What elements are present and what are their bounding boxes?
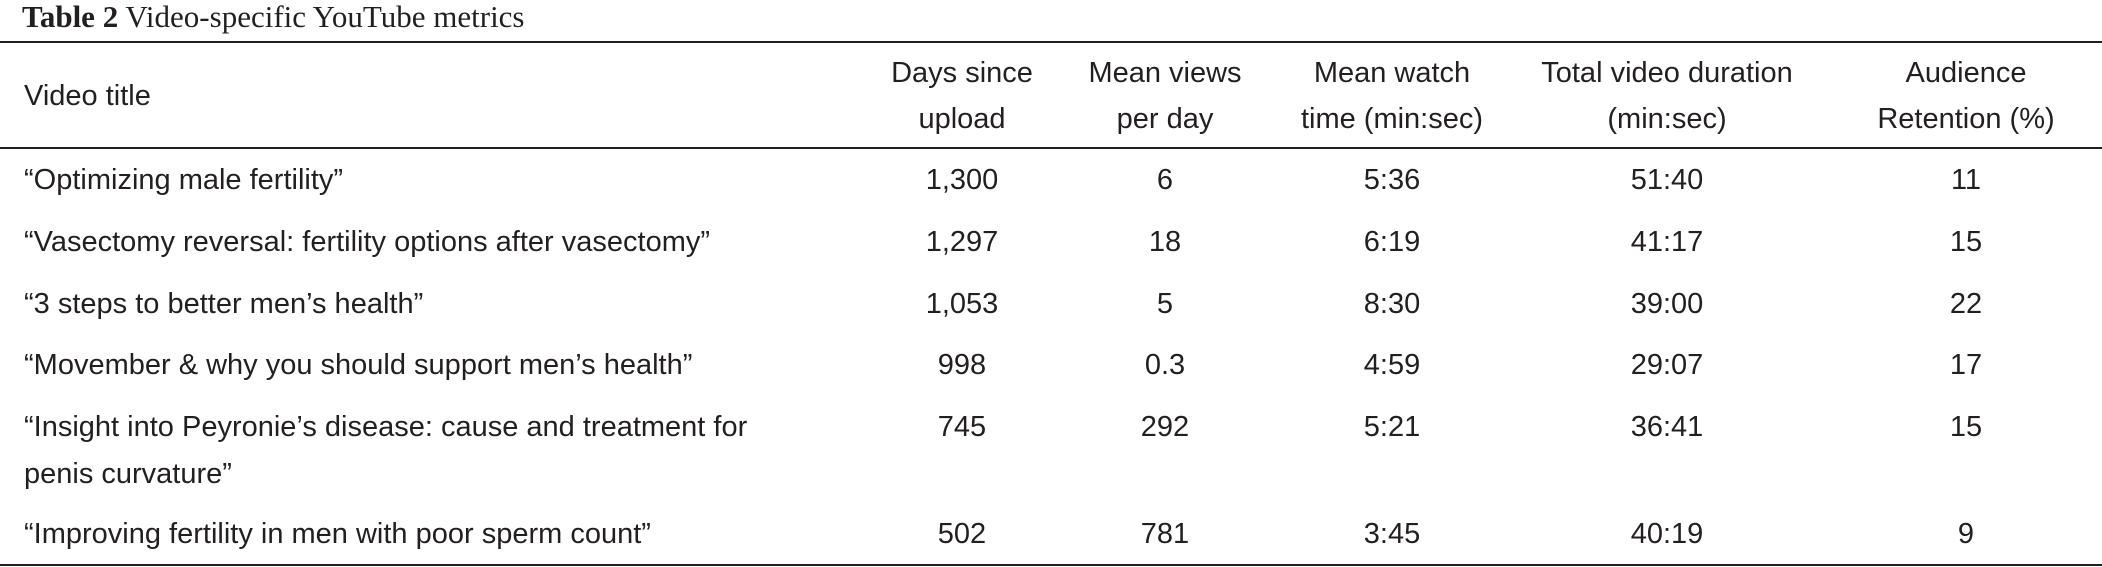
table-bottom-rule [0, 564, 2102, 566]
table-row-5-views: 292 [1140, 411, 1190, 443]
table-row-2-views: 18 [1148, 226, 1182, 258]
table-row-1-watch-time: 5:36 [1363, 164, 1421, 196]
table-row-1-title: “Optimizing male fertility” [24, 164, 344, 196]
table-row-5-duration: 36:41 [1630, 411, 1704, 443]
table-row-5-retention: 15 [1949, 411, 1983, 443]
column-header-line: Days since [891, 57, 1033, 89]
table-row-1-views: 6 [1156, 164, 1174, 196]
column-header-mean-views-per-day: Mean views per day [1065, 50, 1265, 142]
table-row-3-watch-time: 8:30 [1363, 288, 1421, 320]
table-row-4-retention: 17 [1949, 349, 1983, 381]
table-row-1-duration: 51:40 [1630, 164, 1704, 196]
column-header-line: per day [1116, 103, 1214, 135]
column-header-line: Total video duration [1541, 57, 1793, 89]
column-header-line: Audience [1905, 57, 2027, 89]
table-caption-title: Video-specific YouTube metrics [125, 0, 525, 34]
table-row-4-title: “Movember & why you should support men’s… [24, 349, 693, 381]
table-row-2-title: “Vasectomy reversal: fertility options a… [24, 226, 711, 258]
column-header-line: (min:sec) [1607, 103, 1727, 135]
column-header-line: time (min:sec) [1300, 103, 1484, 135]
table-row-3-title: “3 steps to better men’s health” [24, 288, 424, 320]
column-header-line: Mean views [1088, 57, 1242, 89]
table-row-1-retention: 11 [1950, 164, 1982, 196]
table-row-3-views: 5 [1156, 288, 1174, 320]
table-row-4-views: 0.3 [1144, 349, 1186, 381]
table-row-2-duration: 41:17 [1630, 226, 1704, 258]
table-header-rule [0, 147, 2102, 149]
table-row-4-duration: 29:07 [1630, 349, 1704, 381]
table-caption-label: Table 2 [22, 0, 119, 34]
column-header-line: Mean watch [1313, 57, 1471, 89]
table-top-rule [0, 41, 2102, 43]
table-row-2-days: 1,297 [925, 226, 999, 258]
column-header-line: upload [918, 103, 1006, 135]
table-row-4-days: 998 [937, 349, 987, 381]
table-row-6-days: 502 [937, 518, 987, 550]
table-row-6-title: “Improving fertility in men with poor sp… [24, 518, 651, 550]
column-header-mean-watch-time: Mean watch time (min:sec) [1262, 50, 1522, 142]
table-row-4-watch-time: 4:59 [1363, 349, 1421, 381]
table-row-6-duration: 40:19 [1630, 518, 1704, 550]
table-caption: Table 2 Video-specific YouTube metrics [22, 0, 525, 36]
table-row-5-title-line: penis curvature” [24, 458, 232, 490]
table-row-2-watch-time: 6:19 [1363, 226, 1421, 258]
table-row-5-title-line: “Insight into Peyronie’s disease: cause … [24, 411, 748, 443]
column-header-audience-retention: Audience Retention (%) [1840, 50, 2092, 142]
table-row-5-days: 745 [937, 411, 987, 443]
column-header-total-video-duration: Total video duration (min:sec) [1512, 50, 1822, 142]
table-row-5-title: “Insight into Peyronie’s disease: cause … [24, 404, 884, 498]
table-row-6-views: 781 [1140, 518, 1190, 550]
table-row-5-watch-time: 5:21 [1363, 411, 1421, 443]
table-row-3-duration: 39:00 [1630, 288, 1704, 320]
column-header-video-title: Video title [24, 80, 151, 112]
table-row-3-days: 1,053 [925, 288, 999, 320]
column-header-line: Retention (%) [1877, 103, 2055, 135]
table-row-2-retention: 15 [1949, 226, 1983, 258]
column-header-days-since-upload: Days since upload [862, 50, 1062, 142]
table-row-6-retention: 9 [1957, 518, 1975, 550]
table-row-1-days: 1,300 [925, 164, 999, 196]
table-row-6-watch-time: 3:45 [1363, 518, 1421, 550]
table-row-3-retention: 22 [1949, 288, 1983, 320]
